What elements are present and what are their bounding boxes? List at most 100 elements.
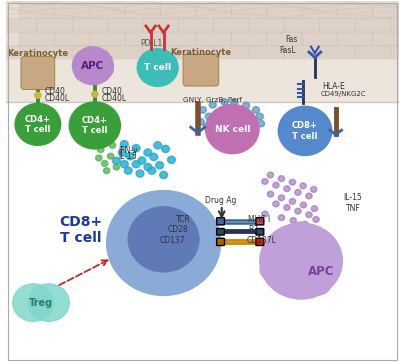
Circle shape [289, 179, 296, 185]
Circle shape [207, 118, 214, 124]
FancyBboxPatch shape [302, 4, 338, 19]
Circle shape [313, 217, 319, 223]
Circle shape [76, 70, 87, 80]
FancyBboxPatch shape [249, 45, 284, 60]
FancyBboxPatch shape [355, 18, 391, 32]
Circle shape [306, 212, 312, 218]
Circle shape [160, 171, 168, 179]
FancyBboxPatch shape [249, 18, 284, 32]
Circle shape [197, 119, 204, 125]
Text: CD49/NKG2C: CD49/NKG2C [321, 91, 366, 97]
Circle shape [168, 156, 175, 163]
FancyBboxPatch shape [320, 45, 355, 60]
Circle shape [35, 92, 41, 98]
Text: CD8+
T cell: CD8+ T cell [60, 215, 103, 245]
Circle shape [144, 163, 152, 171]
Circle shape [118, 149, 126, 156]
Circle shape [304, 268, 320, 282]
FancyBboxPatch shape [160, 4, 196, 19]
FancyBboxPatch shape [217, 238, 224, 245]
Circle shape [203, 123, 210, 130]
Text: NK cell: NK cell [214, 125, 250, 134]
Circle shape [102, 160, 108, 166]
Circle shape [98, 65, 106, 72]
Text: TCR: TCR [176, 215, 190, 224]
FancyBboxPatch shape [90, 4, 126, 19]
FancyBboxPatch shape [178, 45, 214, 60]
FancyBboxPatch shape [21, 57, 55, 89]
FancyBboxPatch shape [1, 45, 37, 60]
Circle shape [219, 116, 226, 123]
Circle shape [252, 107, 260, 113]
Circle shape [290, 222, 313, 243]
FancyBboxPatch shape [266, 4, 302, 19]
Circle shape [260, 223, 342, 299]
FancyBboxPatch shape [19, 32, 55, 46]
Circle shape [156, 162, 164, 169]
Circle shape [199, 107, 206, 113]
Circle shape [112, 157, 120, 164]
Circle shape [126, 152, 134, 160]
FancyBboxPatch shape [372, 32, 400, 46]
Circle shape [267, 191, 274, 197]
Circle shape [128, 207, 199, 272]
FancyBboxPatch shape [284, 18, 320, 32]
Circle shape [136, 170, 144, 177]
Circle shape [28, 284, 69, 322]
FancyBboxPatch shape [108, 18, 143, 32]
Circle shape [209, 102, 216, 108]
FancyBboxPatch shape [54, 4, 90, 19]
Circle shape [107, 191, 220, 295]
Circle shape [94, 71, 105, 82]
Circle shape [227, 108, 234, 114]
Circle shape [13, 284, 54, 322]
Circle shape [295, 208, 301, 214]
Circle shape [15, 103, 61, 145]
Circle shape [242, 121, 249, 127]
Circle shape [256, 113, 263, 120]
FancyBboxPatch shape [72, 18, 108, 32]
Text: IL-15
TNF: IL-15 TNF [344, 193, 362, 213]
Text: CD40: CD40 [102, 87, 123, 96]
Text: CD40L: CD40L [102, 94, 127, 103]
Circle shape [215, 110, 222, 117]
FancyBboxPatch shape [125, 4, 161, 19]
Circle shape [267, 172, 274, 178]
Text: Keratinocyte: Keratinocyte [7, 49, 68, 58]
Circle shape [102, 65, 113, 76]
FancyBboxPatch shape [217, 229, 224, 235]
Circle shape [120, 140, 128, 148]
Text: CD137L: CD137L [247, 236, 277, 245]
Circle shape [284, 186, 290, 192]
Circle shape [295, 189, 301, 195]
Circle shape [242, 102, 250, 109]
Circle shape [95, 60, 103, 68]
Circle shape [93, 69, 101, 76]
Circle shape [96, 155, 102, 161]
FancyBboxPatch shape [320, 18, 355, 32]
FancyBboxPatch shape [372, 4, 400, 19]
Circle shape [300, 183, 306, 189]
Circle shape [214, 122, 221, 129]
Circle shape [84, 46, 96, 57]
FancyBboxPatch shape [256, 218, 264, 225]
Circle shape [293, 268, 309, 283]
Circle shape [300, 202, 306, 208]
Circle shape [302, 221, 308, 227]
FancyBboxPatch shape [108, 45, 143, 60]
FancyBboxPatch shape [183, 54, 219, 86]
FancyBboxPatch shape [355, 45, 391, 60]
Circle shape [306, 250, 322, 265]
Circle shape [293, 237, 309, 252]
FancyBboxPatch shape [214, 18, 249, 32]
Text: CD137: CD137 [160, 236, 186, 245]
Circle shape [144, 149, 152, 156]
Circle shape [284, 205, 290, 211]
Circle shape [98, 57, 109, 68]
Text: CD4+
T cell: CD4+ T cell [25, 115, 51, 134]
Circle shape [74, 61, 85, 71]
Circle shape [285, 264, 301, 279]
Circle shape [278, 176, 284, 182]
Circle shape [285, 244, 301, 258]
Circle shape [84, 58, 92, 65]
